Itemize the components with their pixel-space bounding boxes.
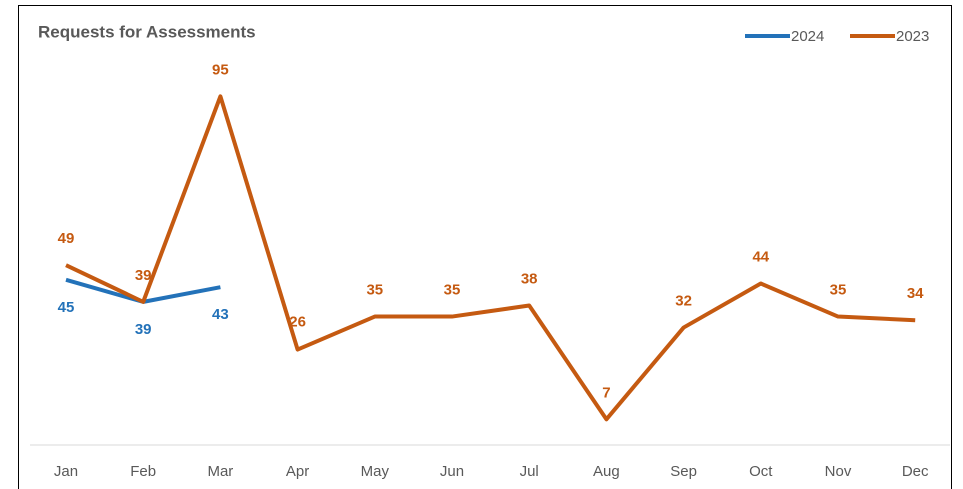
x-tick-label: Jun: [440, 463, 464, 480]
data-label: 45: [58, 299, 75, 316]
x-tick-label: May: [361, 463, 390, 480]
x-tick-label: Sep: [670, 463, 697, 480]
x-tick-label: Feb: [130, 463, 156, 480]
chart-frame: [18, 5, 952, 489]
legend-label: 2023: [896, 28, 929, 45]
data-label: 34: [907, 285, 924, 302]
x-tick-label: Jul: [520, 463, 539, 480]
legend-label: 2024: [791, 28, 824, 45]
data-label: 35: [444, 282, 461, 299]
data-label: 39: [135, 267, 152, 284]
series-line: [65, 94, 916, 422]
x-tick-label: Dec: [902, 463, 929, 480]
x-tick-label: Oct: [749, 463, 773, 480]
x-tick-label: Aug: [593, 463, 620, 480]
data-label: 32: [675, 293, 692, 310]
data-label: 35: [830, 282, 847, 299]
data-label: 26: [289, 314, 306, 331]
x-tick-label: Mar: [207, 463, 233, 480]
x-tick-label: Nov: [825, 463, 852, 480]
data-label: 43: [212, 306, 229, 323]
x-tick-label: Jan: [54, 463, 78, 480]
data-label: 95: [212, 61, 229, 78]
chart-title: Requests for Assessments: [38, 22, 256, 41]
data-label: 35: [366, 282, 383, 299]
data-label: 38: [521, 271, 538, 288]
x-tick-label: Apr: [286, 463, 309, 480]
data-label: 7: [602, 384, 610, 401]
data-label: 49: [58, 230, 75, 247]
data-label: 39: [135, 321, 152, 338]
data-label: 44: [752, 248, 769, 265]
